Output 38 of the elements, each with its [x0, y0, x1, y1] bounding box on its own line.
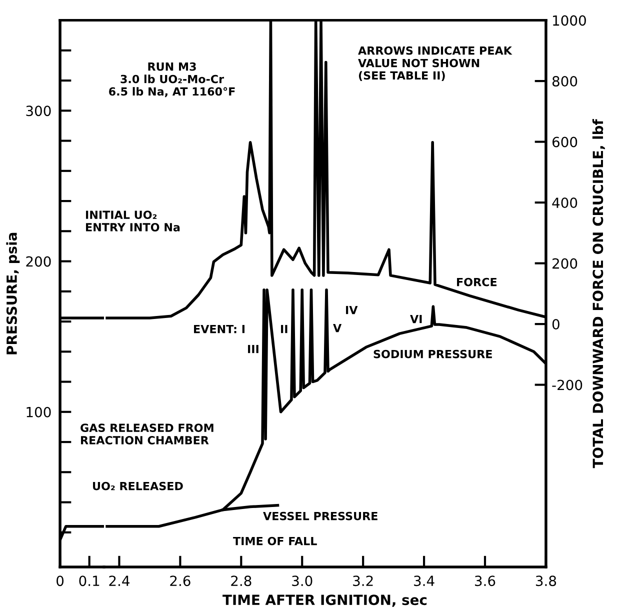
y2-tick-label: 200: [552, 258, 578, 269]
annotation: FORCE: [457, 278, 497, 286]
x-axis-title: TIME AFTER IGNITION, sec: [222, 594, 427, 607]
annotation: UO₂ RELEASED: [93, 482, 183, 490]
annotation: VI: [410, 314, 422, 324]
x-tick-label: 2.6: [170, 576, 190, 586]
annotation: GAS RELEASED FROM REACTION CHAMBER: [80, 424, 214, 444]
y2-tick-label: 800: [552, 76, 578, 87]
y2-tick-label: -200: [552, 380, 582, 390]
x-tick-label: 3.6: [475, 576, 496, 586]
annotation: INITIAL UO₂ ENTRY INTO Na: [86, 210, 180, 232]
annotation: III: [248, 344, 258, 354]
x-tick-label: 2.4: [109, 576, 130, 586]
annotation: EVENT: I: [194, 324, 244, 334]
y-axis-title: PRESSURE, psia: [6, 232, 20, 354]
y-tick-label: 100: [26, 406, 51, 418]
x-tick-label: 3.0: [292, 576, 312, 586]
x-tick-label: 2.8: [231, 576, 252, 586]
y2-tick-label: 1000: [553, 15, 586, 26]
x-tick-label: 3.2: [353, 576, 373, 586]
x-tick-label: 0.1: [79, 576, 100, 586]
annotation: ARROWS INDICATE PEAK VALUE NOT SHOWN (SEE TABLE II): [358, 46, 512, 81]
y2-axis-title: TOTAL DOWNWARD FORCE ON CRUCIBLE, lbf: [592, 119, 605, 468]
x-tick-label: 0: [56, 576, 64, 586]
annotation: IV: [346, 306, 358, 314]
annotation: VESSEL PRESSURE: [263, 512, 378, 520]
y-tick-label: 300: [26, 106, 51, 116]
annotation: V: [333, 324, 342, 332]
x-tick-label: 3.8: [536, 576, 556, 586]
y-tick-label: 200: [26, 256, 51, 267]
x-tick-label: 3.4: [414, 576, 434, 586]
annotation: II: [281, 324, 288, 334]
annotation: TIME OF FALL: [233, 536, 317, 546]
y2-tick-label: 600: [552, 136, 578, 148]
annotation: SODIUM PRESSURE: [374, 350, 492, 358]
annotation: RUN M3 3.0 lb UO₂-Mo-Cr 6.5 lb Na, AT 1160°F: [109, 62, 235, 98]
y2-tick-label: 0: [552, 319, 560, 330]
y2-tick-label: 400: [552, 198, 578, 208]
